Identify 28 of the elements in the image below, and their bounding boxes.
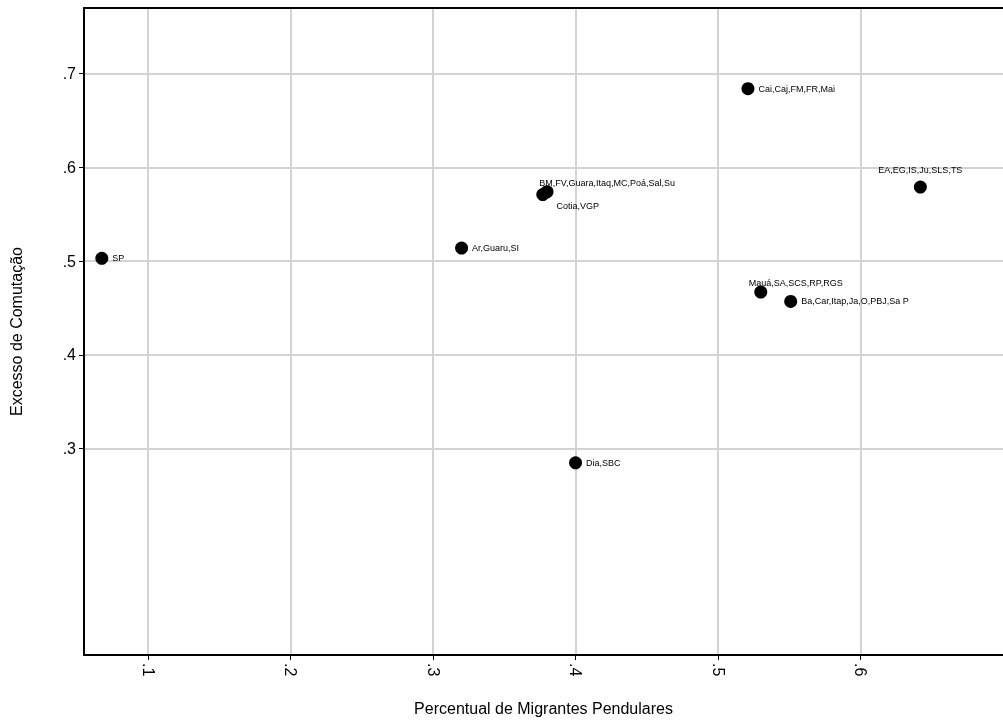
annotation: Ba,Car,Itap,Ja,O,PBJ,Sa P bbox=[801, 296, 909, 307]
x-axis-title: Percentual de Migrantes Pendulares bbox=[414, 699, 673, 717]
annotation: Dia,SBC bbox=[586, 457, 622, 468]
y-tick-label: .5 bbox=[62, 252, 77, 270]
y-tick-label: .4 bbox=[62, 346, 77, 364]
x-tick-label: .2 bbox=[282, 663, 300, 677]
x-tick-label: .6 bbox=[852, 663, 870, 677]
y-tick-label: .7 bbox=[62, 65, 77, 83]
point bbox=[784, 295, 798, 308]
annotation: Ar,Guaru,SI bbox=[472, 243, 520, 254]
annotation: SP bbox=[112, 253, 125, 264]
point bbox=[95, 251, 109, 265]
annotation: Cai,Caj,FM,FR,Mai bbox=[758, 83, 835, 94]
x-tick-label: .3 bbox=[424, 663, 442, 677]
point bbox=[455, 241, 469, 255]
point bbox=[569, 456, 583, 470]
y-tick-label: .3 bbox=[62, 440, 77, 458]
x-tick-label: .4 bbox=[567, 663, 585, 677]
y-tick-label: .6 bbox=[62, 158, 77, 176]
annotation: BM,FV,Guara,Itaq,MC,Poá,Sal,Su bbox=[539, 177, 675, 188]
annotation: Mauá,SA,SCS,RP,RGS bbox=[748, 278, 843, 289]
annotation: EA,EG,IS,Ju,SLS,TS bbox=[878, 165, 963, 176]
annotation: Cotia,VGP bbox=[556, 200, 600, 211]
x-tick-label: .5 bbox=[709, 663, 727, 677]
point bbox=[741, 82, 755, 96]
y-axis-title: Excesso de Comutação bbox=[7, 246, 25, 416]
point bbox=[913, 180, 927, 194]
x-tick-label: .1 bbox=[139, 663, 157, 677]
